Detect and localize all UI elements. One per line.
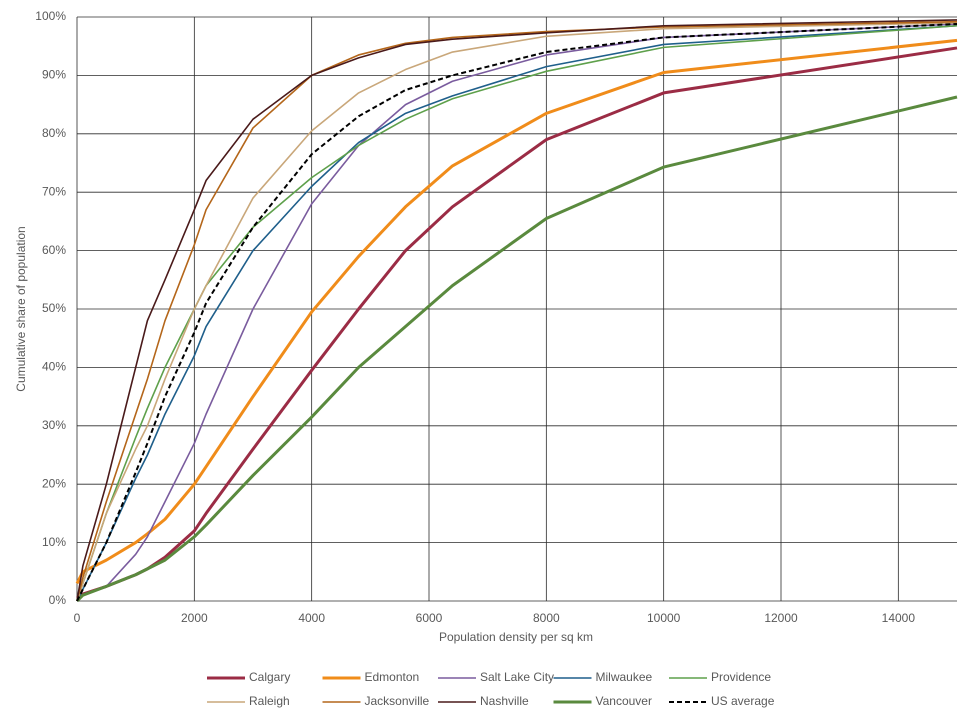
y-tick-label: 30%: [42, 418, 66, 432]
y-tick-label: 100%: [35, 9, 66, 23]
x-tick-label: 2000: [181, 611, 208, 625]
series-line: [75, 95, 958, 603]
y-tick-label: 50%: [42, 301, 66, 315]
legend-label: Nashville: [480, 694, 529, 708]
x-tick-label: 12000: [764, 611, 798, 625]
x-tick-label: 4000: [298, 611, 325, 625]
series-line: [76, 20, 958, 602]
y-tick-label: 70%: [42, 184, 66, 198]
series-line: [76, 19, 958, 602]
legend-label: Vancouver: [596, 694, 652, 708]
x-tick-label: 6000: [416, 611, 443, 625]
x-tick-label: 8000: [533, 611, 560, 625]
series-line: [76, 24, 958, 602]
legend-label: Calgary: [249, 670, 290, 684]
legend-label: Jacksonville: [365, 694, 430, 708]
legend-label: Raleigh: [249, 694, 290, 708]
x-tick-label: 10000: [647, 611, 681, 625]
y-tick-label: 0%: [49, 593, 67, 607]
legend-label: Milwaukee: [596, 670, 653, 684]
y-tick-label: 90%: [42, 68, 66, 82]
y-axis-title: Cumulative share of population: [14, 226, 28, 391]
series-line: [76, 23, 958, 602]
legend-label: Edmonton: [365, 670, 420, 684]
x-tick-label: 0: [74, 611, 81, 625]
x-tick-label: 14000: [882, 611, 916, 625]
x-axis-title: Population density per sq km: [439, 630, 593, 644]
y-tick-label: 60%: [42, 243, 66, 257]
series-line: [76, 23, 958, 602]
y-tick-label: 80%: [42, 126, 66, 140]
legend-label: Providence: [711, 670, 771, 684]
y-tick-label: 40%: [42, 360, 66, 374]
series-line: [76, 22, 958, 602]
legend-label: Salt Lake City: [480, 670, 554, 684]
y-tick-label: 10%: [42, 535, 66, 549]
legend-label: US average: [711, 694, 775, 708]
y-tick-label: 20%: [42, 476, 66, 490]
series-line: [76, 24, 958, 602]
series-line: [75, 38, 958, 585]
